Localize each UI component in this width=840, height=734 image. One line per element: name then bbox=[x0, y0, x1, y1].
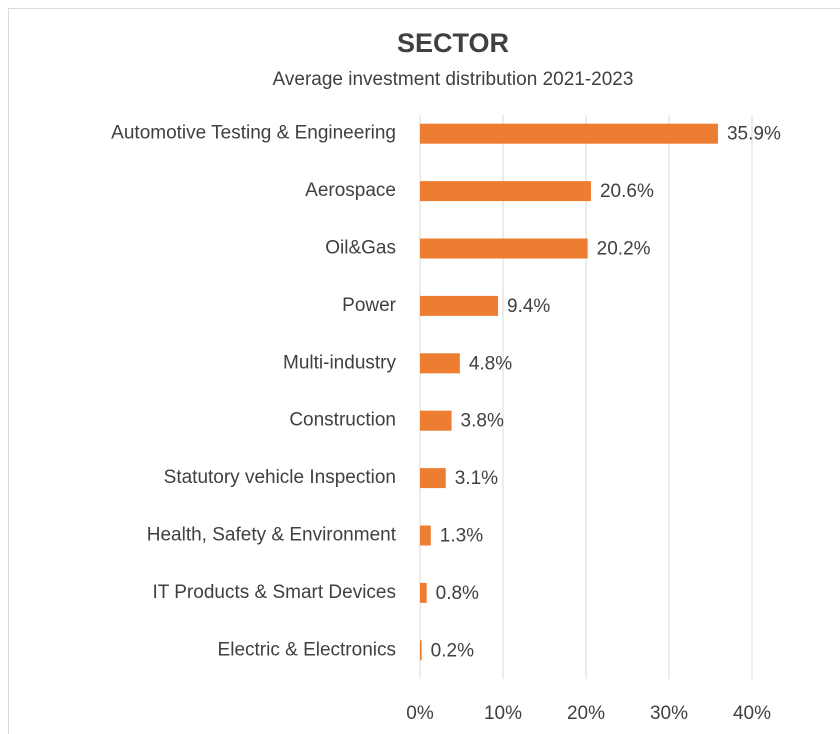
bar bbox=[420, 238, 588, 259]
bar bbox=[420, 181, 591, 202]
y-tick-label: Health, Safety & Environment bbox=[147, 525, 397, 546]
x-tick-label: 30% bbox=[650, 703, 688, 724]
bar bbox=[420, 525, 431, 546]
y-tick-label: Oil&Gas bbox=[325, 238, 396, 259]
y-tick-label: Electric & Electronics bbox=[218, 639, 396, 660]
bar bbox=[420, 582, 427, 603]
value-label: 20.6% bbox=[600, 181, 654, 202]
bar bbox=[420, 468, 446, 489]
value-label: 20.2% bbox=[597, 239, 651, 260]
y-tick-label: Automotive Testing & Engineering bbox=[111, 123, 396, 144]
bar bbox=[420, 353, 460, 374]
chart-subtitle: Average investment distribution 2021-202… bbox=[273, 69, 634, 90]
value-label: 4.8% bbox=[469, 353, 512, 374]
x-tick-label: 40% bbox=[733, 703, 771, 724]
bar bbox=[420, 410, 452, 431]
x-tick-label: 0% bbox=[406, 703, 434, 724]
value-label: 0.2% bbox=[431, 640, 474, 661]
y-tick-label: IT Products & Smart Devices bbox=[152, 582, 396, 603]
value-label: 3.8% bbox=[461, 411, 504, 432]
bar bbox=[420, 640, 422, 661]
bar bbox=[420, 123, 718, 144]
chart-title: SECTOR bbox=[397, 28, 509, 58]
x-tick-label: 20% bbox=[567, 703, 605, 724]
value-label: 1.3% bbox=[440, 526, 483, 547]
x-tick-label: 10% bbox=[484, 703, 522, 724]
y-tick-label: Aerospace bbox=[305, 180, 396, 201]
y-tick-label: Multi-industry bbox=[283, 352, 396, 373]
bar bbox=[420, 295, 499, 316]
y-tick-label: Construction bbox=[289, 410, 396, 431]
y-tick-label: Power bbox=[342, 295, 397, 316]
value-label: 35.9% bbox=[727, 124, 781, 145]
value-label: 3.1% bbox=[455, 468, 498, 489]
value-label: 0.8% bbox=[436, 583, 479, 604]
y-tick-label: Statutory vehicle Inspection bbox=[164, 467, 396, 488]
value-label: 9.4% bbox=[507, 296, 550, 317]
